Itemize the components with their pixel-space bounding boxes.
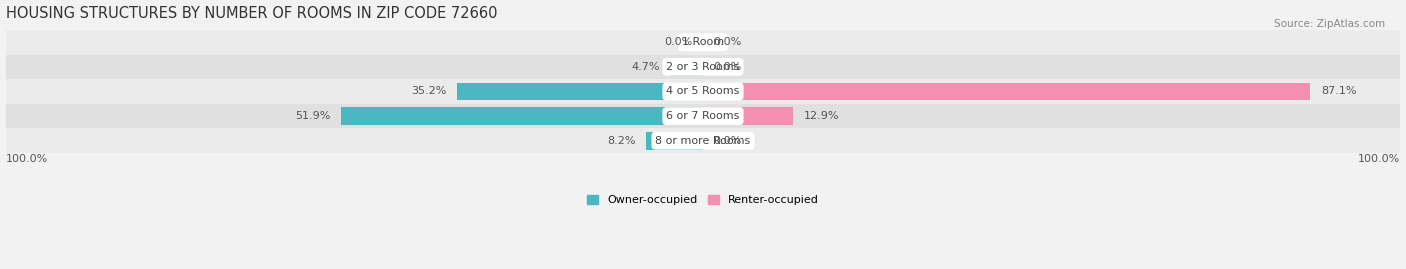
Text: 12.9%: 12.9% — [803, 111, 839, 121]
Text: 8 or more Rooms: 8 or more Rooms — [655, 136, 751, 146]
Text: 51.9%: 51.9% — [295, 111, 330, 121]
Text: 0.0%: 0.0% — [713, 136, 742, 146]
Bar — [6, 30, 1400, 55]
Bar — [671, 58, 703, 76]
Text: 1 Room: 1 Room — [682, 37, 724, 47]
Bar — [703, 107, 793, 125]
Text: 0.0%: 0.0% — [713, 62, 742, 72]
Bar — [342, 107, 703, 125]
Text: 100.0%: 100.0% — [6, 154, 48, 164]
Text: HOUSING STRUCTURES BY NUMBER OF ROOMS IN ZIP CODE 72660: HOUSING STRUCTURES BY NUMBER OF ROOMS IN… — [6, 6, 498, 20]
Bar — [6, 55, 1400, 79]
Text: Source: ZipAtlas.com: Source: ZipAtlas.com — [1274, 19, 1385, 29]
Bar — [6, 79, 1400, 104]
Text: 87.1%: 87.1% — [1320, 86, 1357, 97]
Text: 6 or 7 Rooms: 6 or 7 Rooms — [666, 111, 740, 121]
Text: 8.2%: 8.2% — [607, 136, 636, 146]
Text: 100.0%: 100.0% — [1358, 154, 1400, 164]
Bar — [457, 83, 703, 100]
Text: 35.2%: 35.2% — [412, 86, 447, 97]
Legend: Owner-occupied, Renter-occupied: Owner-occupied, Renter-occupied — [586, 195, 820, 205]
Text: 0.0%: 0.0% — [664, 37, 693, 47]
Text: 4 or 5 Rooms: 4 or 5 Rooms — [666, 86, 740, 97]
Text: 4.7%: 4.7% — [631, 62, 659, 72]
Bar — [6, 104, 1400, 128]
Text: 0.0%: 0.0% — [713, 37, 742, 47]
Bar — [645, 132, 703, 150]
Bar — [6, 128, 1400, 153]
Text: 2 or 3 Rooms: 2 or 3 Rooms — [666, 62, 740, 72]
Bar — [703, 83, 1310, 100]
